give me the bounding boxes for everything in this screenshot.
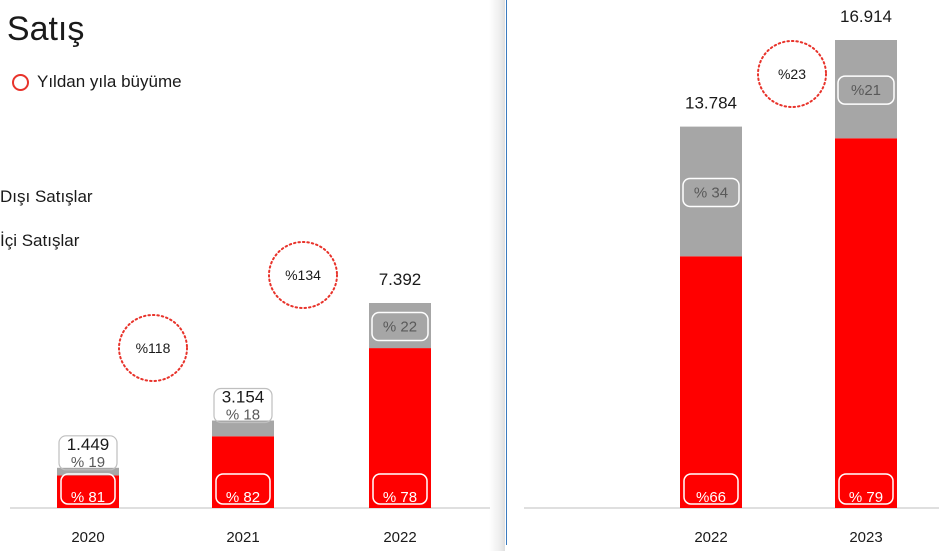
share-label-box xyxy=(60,473,116,505)
share-label-domestic: % 81 xyxy=(71,489,105,506)
share-label-foreign: % 22 xyxy=(383,319,417,336)
legend-growth: Yıldan yıla büyüme xyxy=(12,72,182,92)
panel-divider-shadow xyxy=(489,0,505,551)
share-label-box xyxy=(371,311,429,342)
share-label-box xyxy=(837,75,895,105)
share-label-box xyxy=(213,387,273,424)
bar-foreign xyxy=(57,467,119,476)
category-label: 2022 xyxy=(383,529,416,546)
legend-domestic-label: İçi Satışlar xyxy=(0,231,80,250)
total-label: 16.914 xyxy=(840,7,892,26)
share-label-box xyxy=(372,473,428,505)
bar-domestic xyxy=(680,256,742,508)
legend-growth-label: Yıldan yıla büyüme xyxy=(37,72,182,91)
growth-label: %134 xyxy=(285,267,321,283)
growth-circle xyxy=(268,241,338,309)
total-label: 13.784 xyxy=(685,94,737,113)
share-label-foreign: % 18 xyxy=(226,407,260,424)
share-label-box xyxy=(215,473,271,505)
bar-domestic xyxy=(212,436,274,508)
panel-divider-line xyxy=(506,0,507,545)
share-label-foreign: % 19 xyxy=(71,454,105,471)
share-label-domestic: % 78 xyxy=(383,489,417,506)
growth-ring-icon xyxy=(12,73,29,91)
share-label-foreign: % 34 xyxy=(694,184,728,201)
bar-foreign xyxy=(835,40,897,139)
share-label-foreign: %21 xyxy=(851,82,881,99)
bar-foreign xyxy=(212,420,274,437)
share-label-box xyxy=(682,177,740,208)
total-label: 1.449 xyxy=(67,435,110,454)
share-label-box xyxy=(58,435,118,471)
category-label: 2023 xyxy=(849,529,882,546)
bar-foreign xyxy=(680,126,742,257)
bar-domestic xyxy=(835,138,897,508)
growth-circle xyxy=(757,40,827,108)
share-label-box xyxy=(683,473,739,505)
growth-label: %118 xyxy=(136,340,171,356)
bar-domestic xyxy=(57,475,119,508)
growth-label: %23 xyxy=(778,66,806,82)
total-label: 3.154 xyxy=(222,388,265,407)
chart-title: t Satış xyxy=(0,10,85,48)
category-label: 2022 xyxy=(694,529,727,546)
share-label-box xyxy=(838,473,894,505)
share-label-domestic: % 79 xyxy=(849,489,883,506)
category-label: 2021 xyxy=(226,529,259,546)
total-label: 7.392 xyxy=(379,270,422,289)
growth-circle xyxy=(118,314,188,382)
share-label-domestic: %66 xyxy=(696,489,726,506)
legend-foreign-label: Dışı Satışlar xyxy=(0,187,93,206)
share-label-domestic: % 82 xyxy=(226,489,260,506)
category-label: 2020 xyxy=(71,529,104,546)
bar-domestic xyxy=(369,348,431,508)
